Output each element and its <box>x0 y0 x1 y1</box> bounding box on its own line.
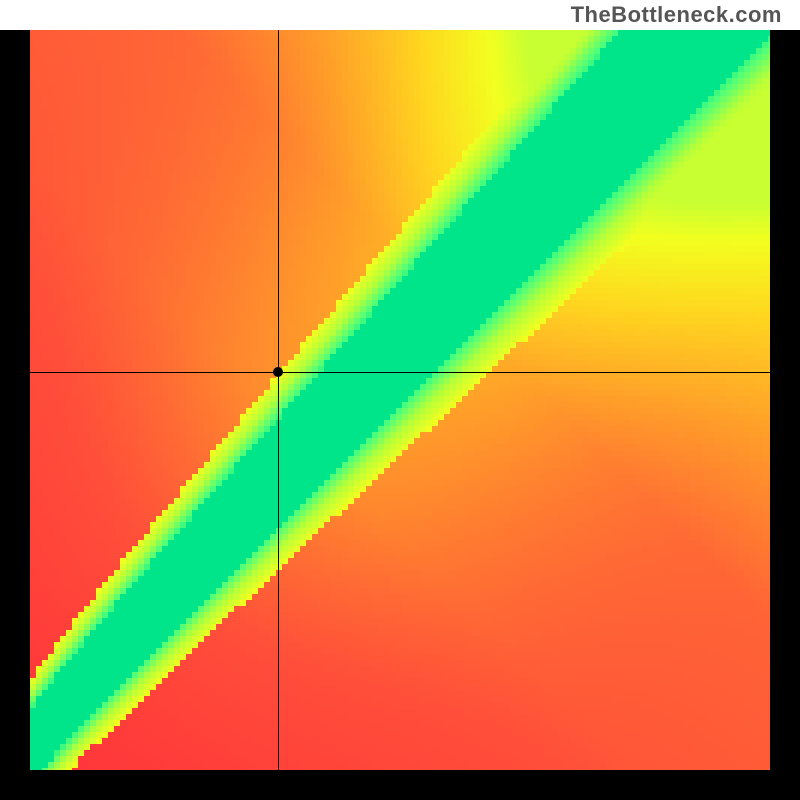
heatmap-canvas <box>30 30 770 770</box>
watermark-text: TheBottleneck.com <box>571 2 782 28</box>
root-container: TheBottleneck.com <box>0 0 800 800</box>
outer-frame <box>0 30 800 800</box>
plot-area <box>30 30 770 770</box>
